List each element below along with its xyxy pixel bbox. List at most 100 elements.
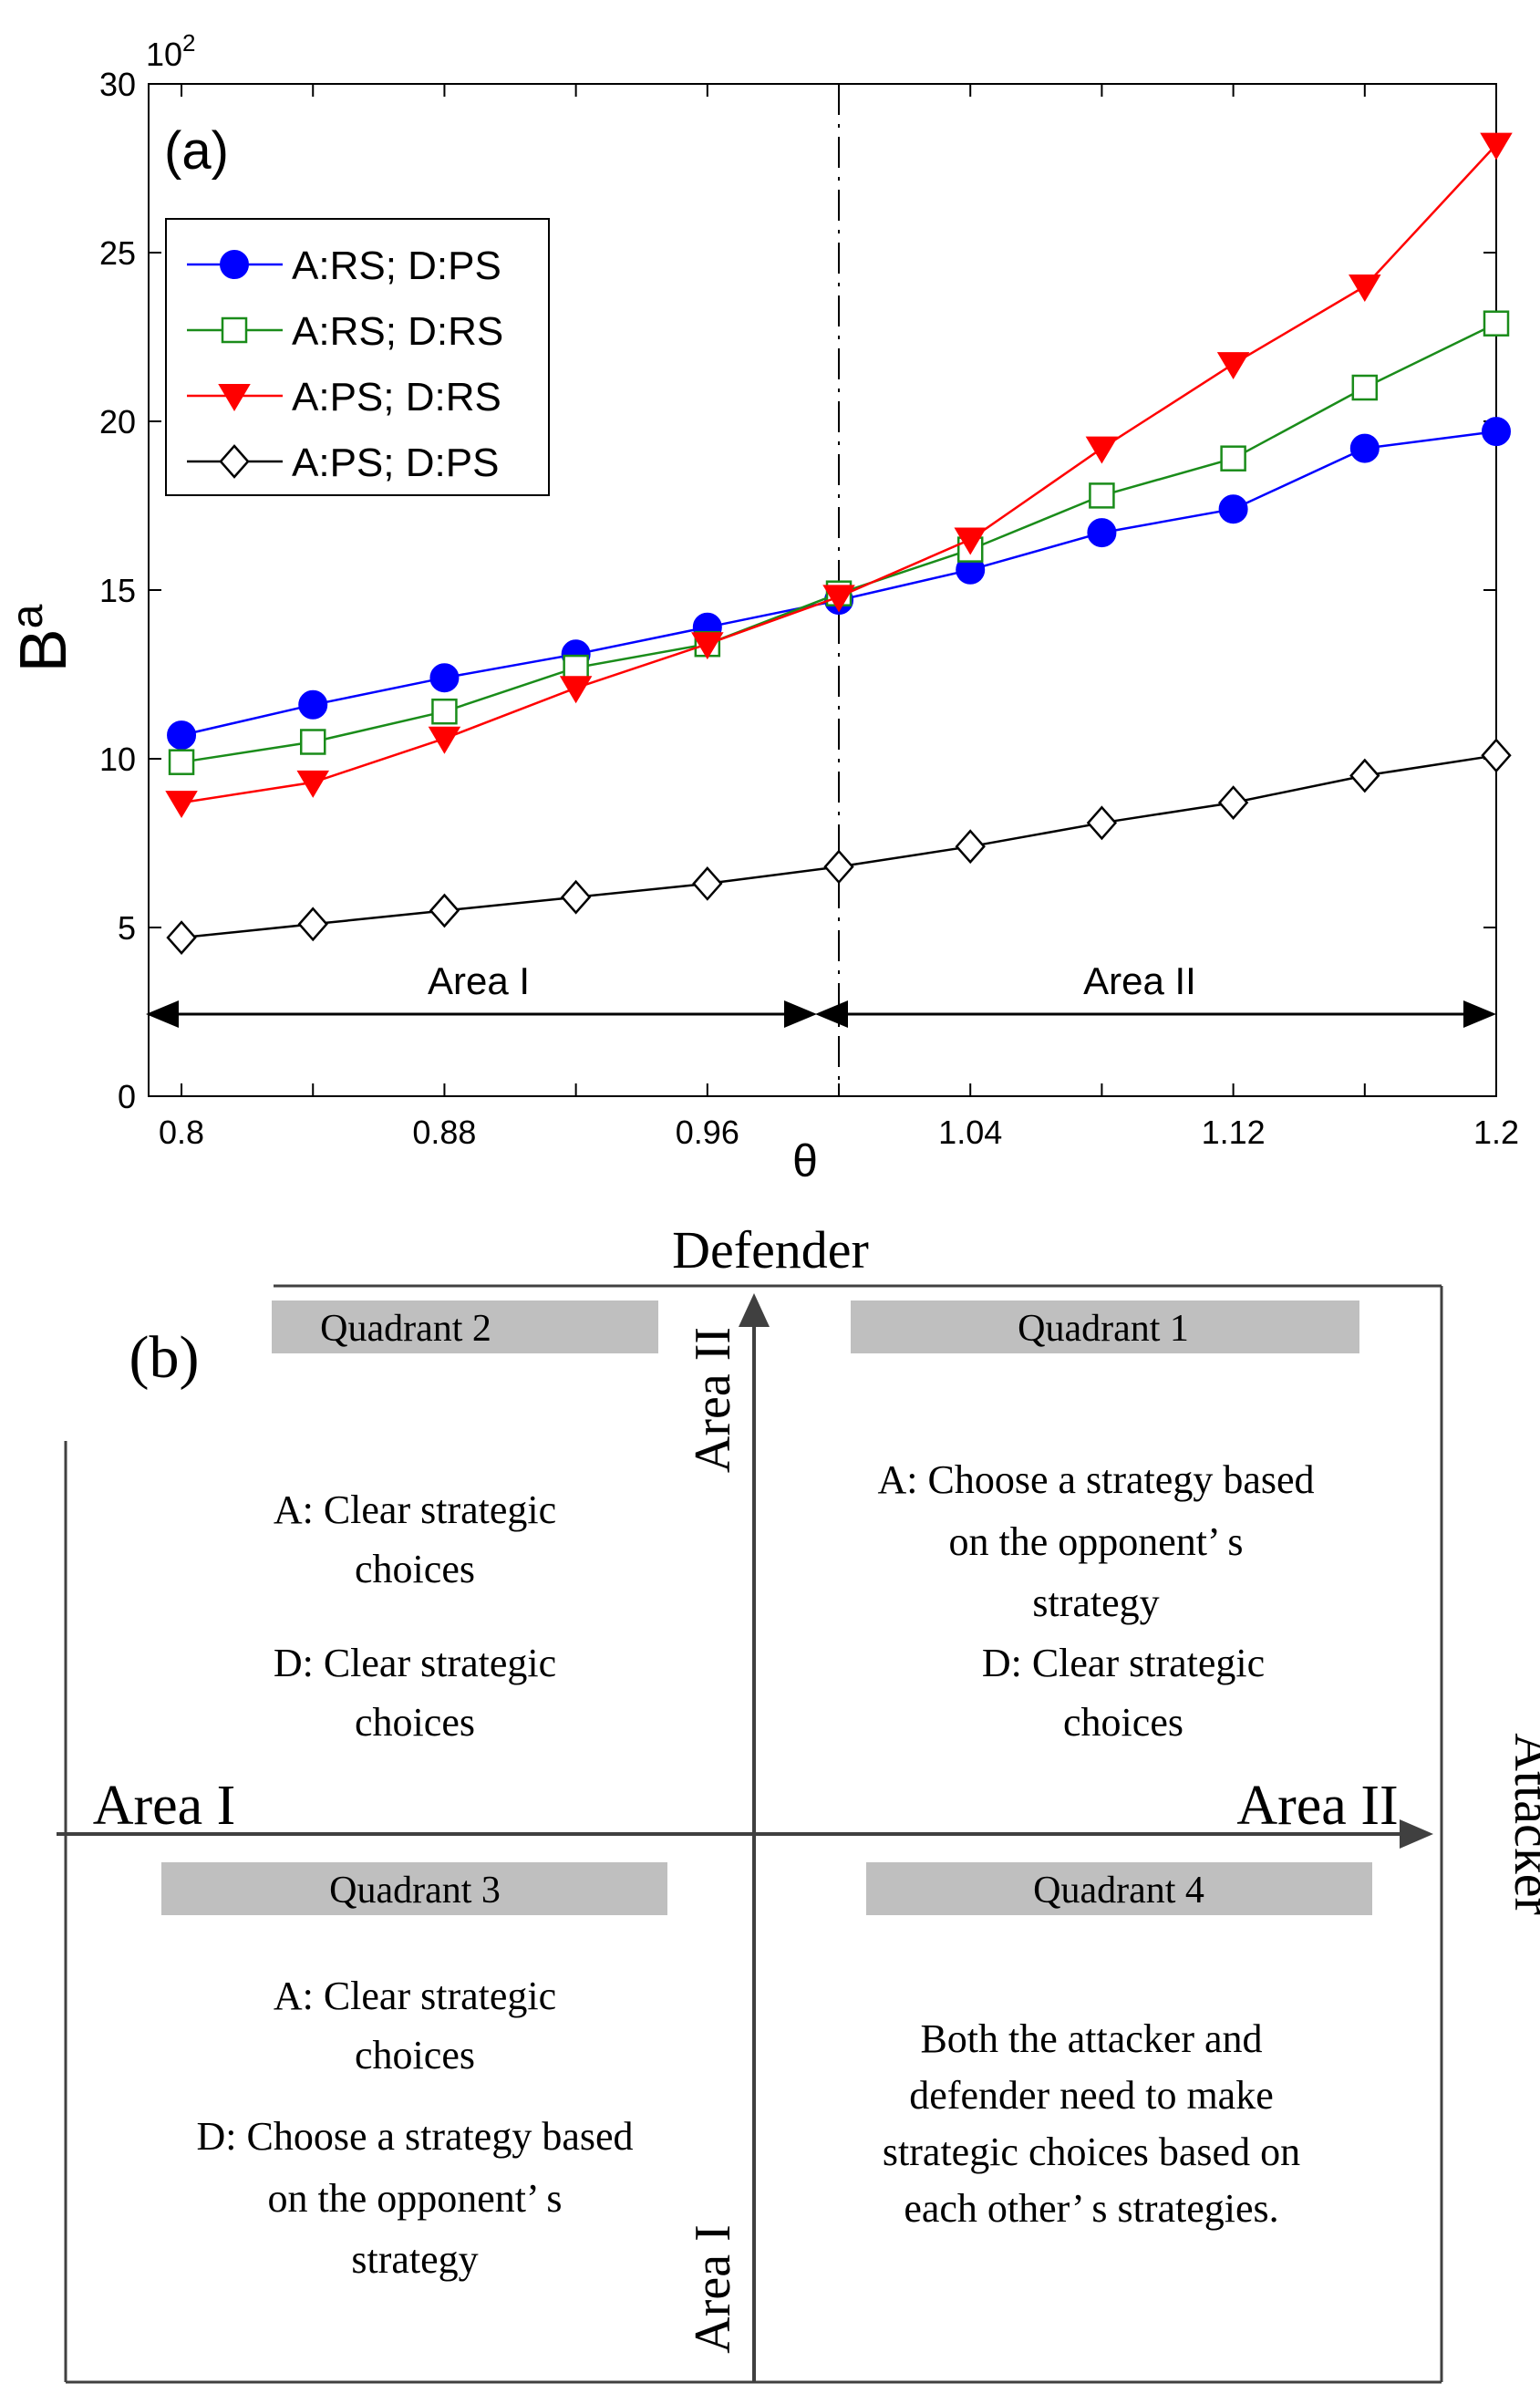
data-point	[299, 729, 326, 755]
panel-label-a: (a)	[164, 121, 229, 181]
data-point	[560, 879, 592, 915]
quadrant-3-title: Quadrant 3	[329, 1870, 501, 1912]
x-tick-label: 1.12	[1202, 1114, 1266, 1151]
axis-area1-label: Area I	[93, 1775, 236, 1837]
y-tick-label: 30	[99, 66, 136, 103]
data-point	[296, 770, 329, 798]
quadrant-1-title: Quadrant 1	[1018, 1308, 1189, 1350]
quadrant-1-text-line: on the opponent’ s	[948, 1519, 1243, 1564]
quadrant-4-text-line: defender need to make	[909, 2073, 1273, 2118]
quadrant-diagram: Defender Attacker (b) Area I Area II Are…	[57, 1220, 1540, 2384]
y-tick-label: 20	[99, 403, 136, 440]
x-axis-label: θ	[792, 1135, 818, 1186]
quadrant-4-text-line: each other’ s strategies.	[904, 2186, 1278, 2231]
quadrant-3-text-line: choices	[355, 2033, 475, 2078]
data-point	[166, 920, 197, 955]
data-point	[1351, 374, 1379, 401]
data-point	[692, 866, 723, 901]
data-point	[1089, 482, 1115, 509]
data-point	[429, 663, 460, 693]
quadrant-2-title: Quadrant 2	[320, 1308, 491, 1350]
quadrant-1-text-line: A: Choose a strategy based	[878, 1457, 1315, 1502]
series-3	[165, 132, 1513, 819]
vertical-area2-label: Area II	[685, 1327, 741, 1473]
series-4	[166, 738, 1512, 955]
quadrant-4-title: Quadrant 4	[1033, 1870, 1204, 1912]
data-point	[1349, 758, 1380, 793]
series-layer	[165, 132, 1513, 955]
legend-box	[165, 218, 550, 496]
quadrant-4-text-line: strategic choices based on	[883, 2129, 1300, 2174]
data-point	[167, 720, 197, 751]
data-point	[165, 791, 198, 819]
quadrant-4: Quadrant 4 Both the attacker and defende…	[866, 1862, 1372, 2231]
defender-label: Defender	[672, 1220, 869, 1280]
data-point	[1085, 436, 1119, 464]
quadrant-2-text-line: D: Clear strategic	[274, 1641, 556, 1685]
quadrant-4-title-box	[866, 1862, 1372, 1915]
x-tick-label: 0.96	[676, 1114, 739, 1151]
vertical-area1-label: Area I	[685, 2224, 741, 2353]
data-point	[955, 829, 986, 865]
data-point	[1216, 352, 1250, 380]
data-point	[822, 585, 855, 613]
data-point	[1349, 433, 1380, 463]
data-point	[429, 893, 460, 928]
quadrant-2-text-line: A: Clear strategic	[274, 1487, 556, 1532]
quadrant-3: Quadrant 3 A: Clear strategic choices D:…	[161, 1862, 667, 2282]
y-tick-label: 0	[118, 1078, 136, 1115]
y-scale-label: 102	[146, 29, 196, 73]
data-point	[691, 632, 724, 660]
legend-marker	[218, 384, 251, 411]
data-point	[1220, 445, 1246, 471]
vertical-axis-arrowhead	[739, 1293, 770, 1327]
data-point	[428, 726, 461, 754]
data-point	[297, 907, 328, 942]
data-point	[1218, 494, 1248, 524]
quadrant-4-text-line: Both the attacker and	[920, 2016, 1262, 2061]
quadrant-2: Quadrant 2 A: Clear strategic choices D:…	[272, 1300, 658, 1745]
x-tick-label: 0.88	[412, 1114, 476, 1151]
legend-label: A:PS; D:PS	[292, 440, 499, 485]
data-point	[298, 689, 328, 720]
legend: A:RS; D:PS A:RS; D:RS A:PS; D:RS A:PS; D:PS	[165, 218, 550, 496]
quadrant-3-title-box	[161, 1862, 667, 1915]
quadrant-1-text-line: choices	[1063, 1700, 1183, 1745]
data-point	[168, 749, 195, 775]
x-tick-label: 0.8	[159, 1114, 204, 1151]
data-point	[431, 698, 458, 725]
y-tick-label: 25	[99, 234, 136, 272]
legend-label: A:PS; D:RS	[292, 375, 501, 420]
quadrant-1-text-line: strategy	[1032, 1580, 1159, 1625]
data-point	[1086, 805, 1118, 841]
data-point	[1481, 738, 1512, 773]
legend-item: A:PS; D:RS	[187, 375, 501, 420]
quadrant-3-text-line: D: Choose a strategy based	[197, 2114, 634, 2159]
x-tick-label: 1.2	[1473, 1114, 1519, 1151]
data-point	[1483, 310, 1510, 337]
area2-arrow	[815, 1000, 1496, 1028]
attacker-label: Attacker	[1504, 1733, 1540, 1915]
axis-area2-label: Area II	[1236, 1775, 1398, 1837]
quadrant-1-title-box	[851, 1300, 1359, 1353]
data-point	[954, 527, 987, 555]
quadrant-2-title-box	[272, 1300, 658, 1353]
y-axis-label: Ba	[4, 604, 80, 672]
quadrant-2-text-line: choices	[355, 1700, 475, 1745]
data-point	[1217, 785, 1249, 820]
y-axis-ticks: 0 5 10 15 20 25 30	[99, 66, 1496, 1115]
data-point	[1349, 275, 1381, 302]
legend-item: A:RS; D:PS	[187, 244, 501, 288]
legend-marker	[221, 316, 248, 344]
quadrant-3-text-line: on the opponent’ s	[267, 2176, 562, 2221]
legend-label: A:RS; D:RS	[292, 309, 503, 354]
x-axis-ticks: 0.8 0.88 0.96 1.04 1.12 1.2	[159, 84, 1519, 1151]
y-tick-label: 5	[118, 909, 136, 947]
data-point	[563, 654, 589, 681]
data-point	[1480, 132, 1513, 161]
quadrant-1: Quadrant 1 A: Choose a strategy based on…	[851, 1300, 1359, 1745]
x-tick-label: 1.04	[938, 1114, 1002, 1151]
legend-item: A:PS; D:PS	[187, 440, 499, 485]
quadrant-2-text-line: choices	[355, 1547, 475, 1591]
